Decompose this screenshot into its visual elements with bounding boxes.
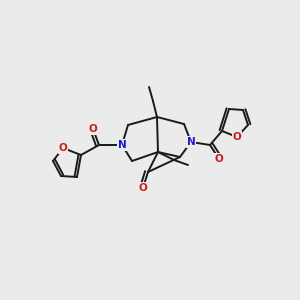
Text: N: N [118,140,126,150]
Text: O: O [232,132,242,142]
Text: O: O [214,154,224,164]
Text: O: O [139,183,147,193]
Text: O: O [58,143,68,153]
Text: O: O [88,124,98,134]
Text: N: N [187,137,195,147]
